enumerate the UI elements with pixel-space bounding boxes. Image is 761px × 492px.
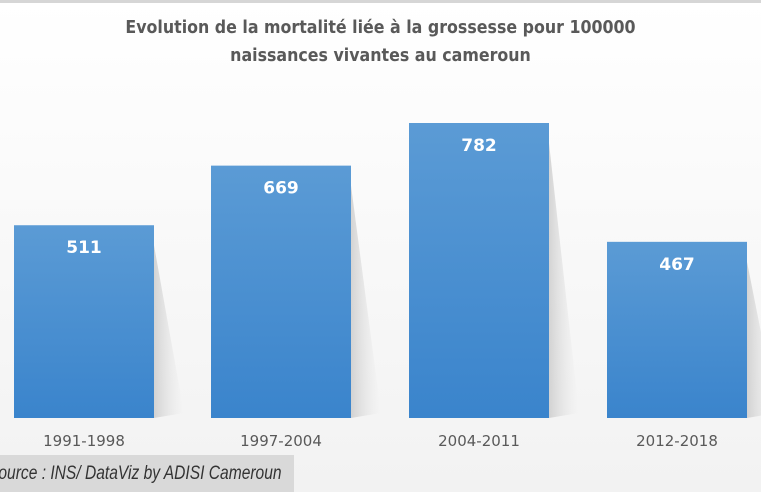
bar-2012-2018 (607, 241, 747, 418)
x-tick-label: 1997-2004 (240, 432, 322, 450)
bar-shadow (351, 185, 381, 418)
x-tick-label: 1991-1998 (43, 432, 125, 450)
bar-shadow (747, 261, 761, 418)
title-line-1: Evolution de la mortalité liée à la gros… (125, 17, 636, 38)
bar-shadow (549, 143, 579, 418)
chart-title: Evolution de la mortalité liée à la gros… (46, 14, 716, 70)
bar-1997-2004 (211, 165, 351, 418)
x-tick-label: 2012-2018 (636, 432, 718, 450)
x-tick-label: 2004-2011 (438, 432, 520, 450)
data-label: 669 (263, 179, 299, 199)
bar-shadow (154, 245, 184, 418)
data-label: 467 (659, 255, 695, 275)
top-border (0, 0, 761, 3)
source-caption: Source : INS/ DataViz by ADISI Cameroun (0, 455, 294, 492)
bar-1991-1998 (14, 225, 154, 418)
title-line-2: naissances vivantes au cameroun (230, 45, 531, 66)
data-label: 511 (66, 238, 102, 258)
bar-2004-2011 (409, 123, 549, 418)
data-label: 782 (461, 136, 497, 156)
